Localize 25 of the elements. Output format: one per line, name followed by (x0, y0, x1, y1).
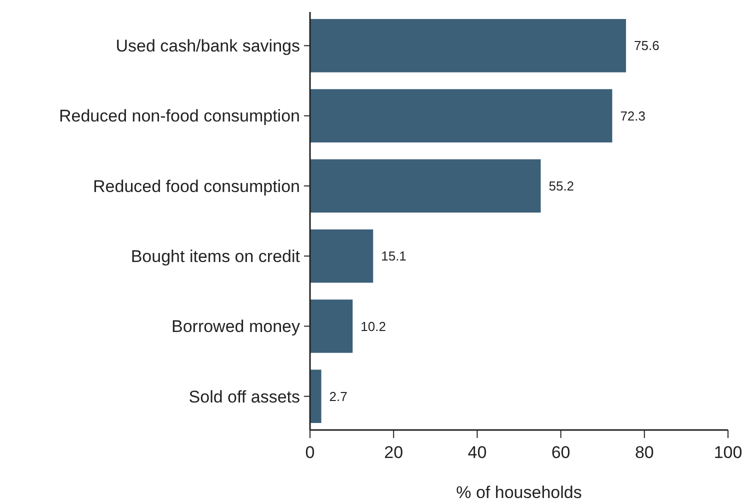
bar (310, 229, 374, 283)
bar (310, 300, 353, 353)
x-tick-label: 40 (468, 443, 487, 462)
bar (310, 159, 541, 213)
data-label: 55.2 (548, 178, 574, 194)
y-tick-label: Used cash/bank savings (116, 36, 300, 56)
data-label: 10.2 (360, 318, 386, 334)
x-tick-label: 20 (384, 443, 404, 462)
x-tick-label: 80 (634, 443, 654, 462)
x-tick-label: 0 (305, 443, 315, 462)
bar (310, 89, 612, 142)
data-label: 75.6 (634, 38, 660, 54)
y-tick-label: Reduced food consumption (93, 176, 300, 196)
data-label: 72.3 (620, 108, 646, 124)
x-axis-title: % of households (456, 483, 582, 502)
x-tick-label: 60 (551, 443, 570, 462)
bar (310, 19, 626, 72)
y-tick-label: Reduced non-food consumption (59, 106, 300, 126)
y-tick-label: Sold off assets (188, 387, 300, 406)
y-tick-label: Bought items on credit (130, 247, 300, 266)
data-label: 2.7 (329, 388, 348, 404)
data-label: 15.1 (381, 248, 406, 264)
bar (310, 370, 322, 423)
y-tick-label: Borrowed money (171, 317, 300, 336)
x-tick-label: 100 (714, 443, 742, 462)
